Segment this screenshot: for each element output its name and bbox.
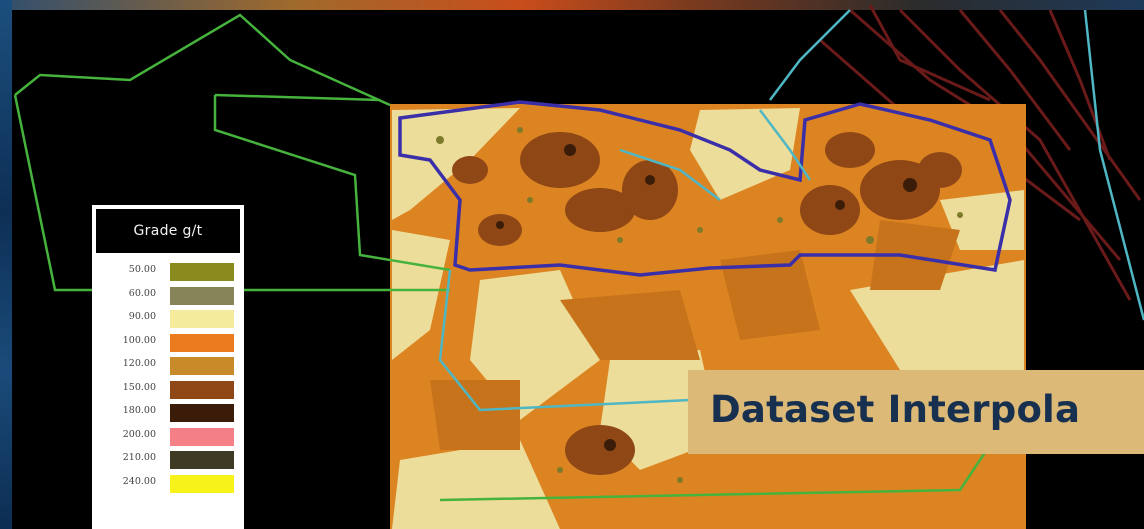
legend-row: 120.00 xyxy=(92,355,244,379)
legend-swatch xyxy=(170,427,234,446)
legend-row: 240.00 xyxy=(92,473,244,497)
title-banner: Dataset Interpola xyxy=(688,370,1144,454)
legend-value: 60.00 xyxy=(128,287,156,299)
legend-row: 200.00 xyxy=(92,426,244,450)
grade-legend: Grade g/t 50.00 60.00 90.00 100.00 120.0… xyxy=(92,205,244,529)
legend-row: 50.00 xyxy=(92,261,244,285)
legend-row: 100.00 xyxy=(92,332,244,356)
legend-swatch xyxy=(170,263,234,281)
legend-value: 100.00 xyxy=(122,334,156,346)
legend-row: 60.00 xyxy=(92,285,244,309)
legend-swatch xyxy=(170,474,234,493)
legend-value: 120.00 xyxy=(122,358,156,369)
legend-swatch xyxy=(170,286,234,305)
legend-value: 50.00 xyxy=(128,264,156,275)
sample-points xyxy=(436,127,963,483)
legend-swatch xyxy=(170,451,234,469)
photo-border-left xyxy=(0,0,12,529)
mid-grade-zones xyxy=(430,220,960,450)
banner-title: Dataset Interpola xyxy=(710,388,1081,431)
very-high-grade-spots xyxy=(496,144,917,451)
legend-value: 90.00 xyxy=(128,311,156,322)
legend-swatch xyxy=(170,404,234,422)
legend-row: 150.00 xyxy=(92,379,244,403)
legend-value: 150.00 xyxy=(122,381,156,393)
legend-swatch xyxy=(170,380,234,399)
legend-value: 180.00 xyxy=(122,405,156,416)
legend-title: Grade g/t xyxy=(96,209,240,253)
legend-value: 210.00 xyxy=(122,452,156,463)
legend-value: 240.00 xyxy=(122,475,156,487)
legend-value: 200.00 xyxy=(122,428,156,440)
legend-row: 180.00 xyxy=(92,402,244,426)
high-grade-zones xyxy=(452,132,962,475)
legend-row: 210.00 xyxy=(92,449,244,473)
pit-outline xyxy=(398,100,1012,277)
legend-swatch xyxy=(170,333,234,352)
legend-swatch xyxy=(170,357,234,375)
legend-swatch xyxy=(170,310,234,328)
photo-border-top xyxy=(12,0,1144,10)
tenement-boundary xyxy=(438,9,1144,412)
legend-row: 90.00 xyxy=(92,308,244,332)
